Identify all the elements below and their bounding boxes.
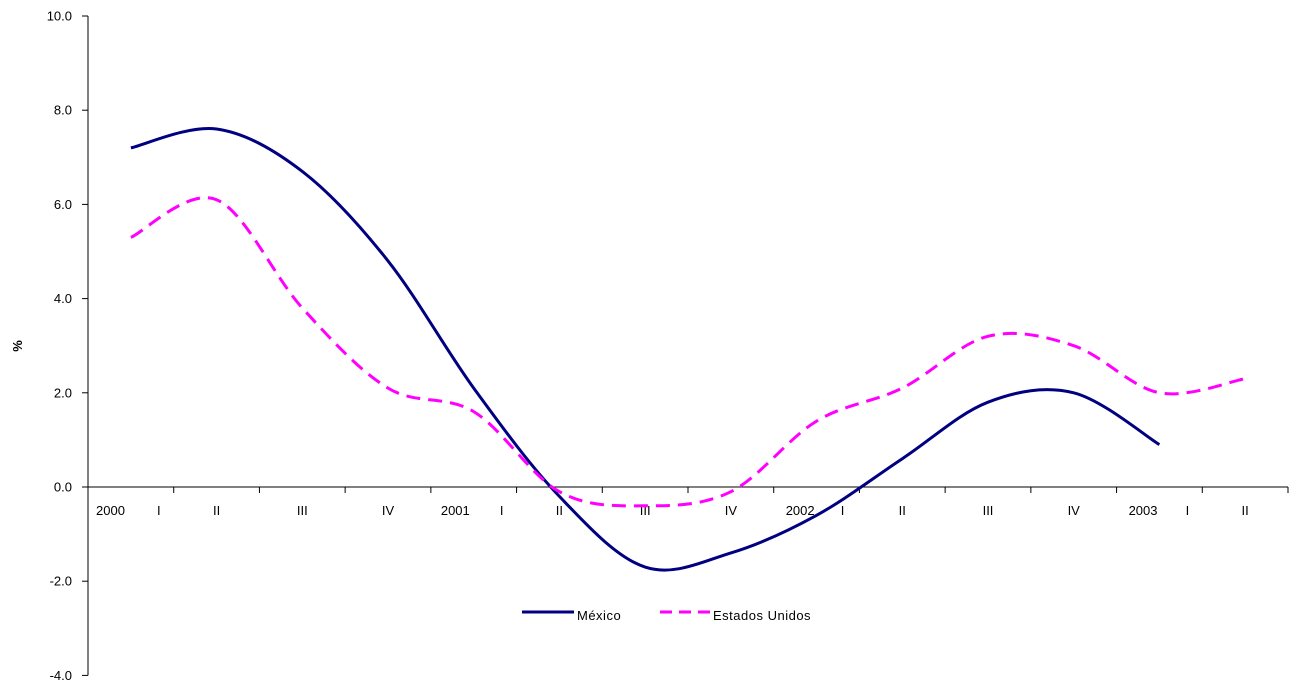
series-layer bbox=[130, 126, 1246, 572]
legend-label-mexico: México bbox=[577, 608, 621, 623]
x-tick-label: 2000 bbox=[96, 503, 125, 518]
x-tick-label: III bbox=[640, 503, 651, 518]
y-tick-label: 6.0 bbox=[54, 197, 72, 212]
legend: México Estados Unidos bbox=[522, 608, 811, 623]
x-tick-label: III bbox=[297, 503, 308, 518]
y-tick-label: 0.0 bbox=[54, 480, 72, 495]
y-tick-label: 4.0 bbox=[54, 291, 72, 306]
x-tick-label: I bbox=[1186, 503, 1190, 518]
x-tick-label: 2003 bbox=[1129, 503, 1158, 518]
x-tick-label: II bbox=[899, 503, 906, 518]
x-tick-label: I bbox=[500, 503, 504, 518]
y-tick-label: 2.0 bbox=[54, 385, 72, 400]
x-tick-label: IV bbox=[725, 503, 738, 518]
legend-label-estados-unidos: Estados Unidos bbox=[713, 608, 811, 623]
x-tick-label: I bbox=[157, 503, 161, 518]
x-tick-label: 2001 bbox=[441, 503, 470, 518]
y-axis: 10.0 8.0 6.0 4.0 2.0 0.0 -2.0 -4.0 bbox=[47, 9, 89, 683]
y-tick-label: -4.0 bbox=[50, 668, 72, 683]
x-tick-label: II bbox=[1242, 503, 1249, 518]
y-tick-label: 10.0 bbox=[47, 9, 72, 24]
x-tick-label: IV bbox=[1068, 503, 1081, 518]
y-tick-label: 8.0 bbox=[54, 103, 72, 118]
x-tick-label: II bbox=[213, 503, 220, 518]
y-axis-title: % bbox=[10, 340, 25, 352]
x-tick-label: II bbox=[556, 503, 563, 518]
x-tick-label: IV bbox=[382, 503, 395, 518]
x-tick-label: 2002 bbox=[786, 503, 815, 518]
y-tick-label: -2.0 bbox=[50, 574, 72, 589]
series-line-mexico bbox=[130, 126, 1161, 572]
x-tick-label: III bbox=[983, 503, 994, 518]
x-axis: 2000 I II III IV 2001 I II III IV 2002 I II III IV 2003… bbox=[87, 486, 1289, 518]
x-tick-label: I bbox=[841, 503, 845, 518]
series-line-estados-unidos bbox=[130, 196, 1246, 508]
